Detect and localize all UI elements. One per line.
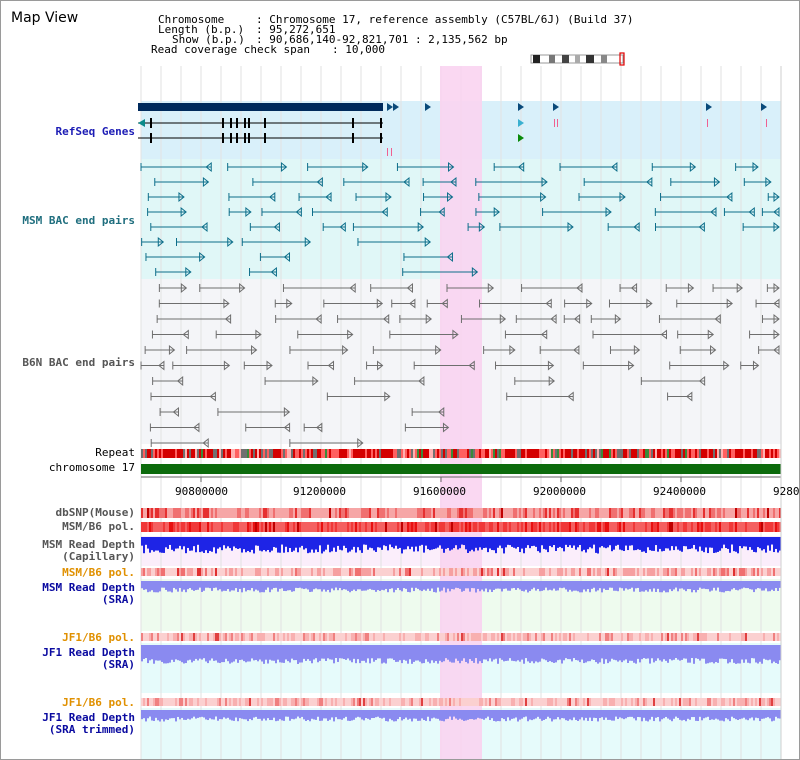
jf1-depth-trim-label-2: (SRA trimmed) xyxy=(48,723,135,736)
refseq-gene-features xyxy=(138,103,767,156)
msm-depth-sra-label-2: (SRA) xyxy=(101,593,135,606)
msm-depth-sra-bars xyxy=(141,581,781,593)
repeat-label: Repeat xyxy=(95,446,135,459)
coverage-label: Read coverage check span xyxy=(151,43,310,56)
axis-tick-2: 91200000 xyxy=(293,485,346,498)
coverage-value: : 10,000 xyxy=(332,43,385,56)
length-label: Length (b.p.) xyxy=(158,23,245,36)
jf1-depth-sra-bars xyxy=(141,645,781,664)
jf1-b6-pol-label-2: JF1/B6 pol. xyxy=(62,696,135,709)
b6n-bac-label: B6N BAC end pairs xyxy=(22,356,135,369)
chromosome-label: Chromosome xyxy=(158,13,225,26)
show-value: : 90,686,140-92,821,701 : 2,135,562 bp xyxy=(256,33,508,46)
refseq-genes-label: RefSeq Genes xyxy=(55,125,135,138)
jf1-b6-pol-label: JF1/B6 pol. xyxy=(62,631,135,644)
chromosome-bar xyxy=(141,464,781,474)
chromosome-value: : Chromosome 17, reference assembly (C57… xyxy=(256,13,634,26)
chromosome-track-label: chromosome 17 xyxy=(48,461,135,474)
axis-tick-6: 9280 xyxy=(773,485,800,498)
dbsnp-label: dbSNP(Mouse) xyxy=(55,506,135,519)
show-label: Show (b.p.) xyxy=(172,33,245,46)
chromosome-ideogram[interactable] xyxy=(529,52,629,66)
length-value: : 95,272,651 xyxy=(256,23,336,36)
axis-tick-4: 92000000 xyxy=(533,485,586,498)
msm-depth-capillary-label-1: MSM Read Depth xyxy=(42,538,135,551)
msm-b6-pol-heat-strip-2 xyxy=(141,568,781,576)
jf1-depth-sra-label-2: (SRA) xyxy=(101,658,135,671)
msm-depth-sra-label-1: MSM Read Depth xyxy=(42,581,135,594)
msm-bac-end-pairs xyxy=(140,161,780,278)
axis-tick-5: 92400000 xyxy=(653,485,706,498)
jf1-depth-sra-label-1: JF1 Read Depth xyxy=(42,646,135,659)
repeat-track xyxy=(141,449,781,458)
axis-tick-3: 91600000 xyxy=(413,485,466,498)
msm-b6-pol-heat-strip xyxy=(141,522,781,532)
msm-depth-capillary-label-2: (Capillary) xyxy=(62,550,135,563)
msm-b6-pol-label-2: MSM/B6 pol. xyxy=(62,566,135,579)
window-title: Map View xyxy=(11,10,79,26)
jf1-b6-pol-heat-strip-2 xyxy=(141,698,781,706)
jf1-depth-trim-label-1: JF1 Read Depth xyxy=(42,711,135,724)
jf1-depth-trim-bars xyxy=(141,710,781,722)
msm-depth-capillary-bars xyxy=(141,537,781,554)
axis-ticks xyxy=(200,477,682,482)
b6n-bac-end-pairs xyxy=(140,282,780,449)
jf1-b6-pol-heat-strip xyxy=(141,633,781,641)
msm-b6-pol-label: MSM/B6 pol. xyxy=(62,520,135,533)
axis-tick-1: 90800000 xyxy=(175,485,228,498)
msm-bac-label: MSM BAC end pairs xyxy=(22,214,135,227)
dbsnp-heat-strip xyxy=(141,508,781,518)
